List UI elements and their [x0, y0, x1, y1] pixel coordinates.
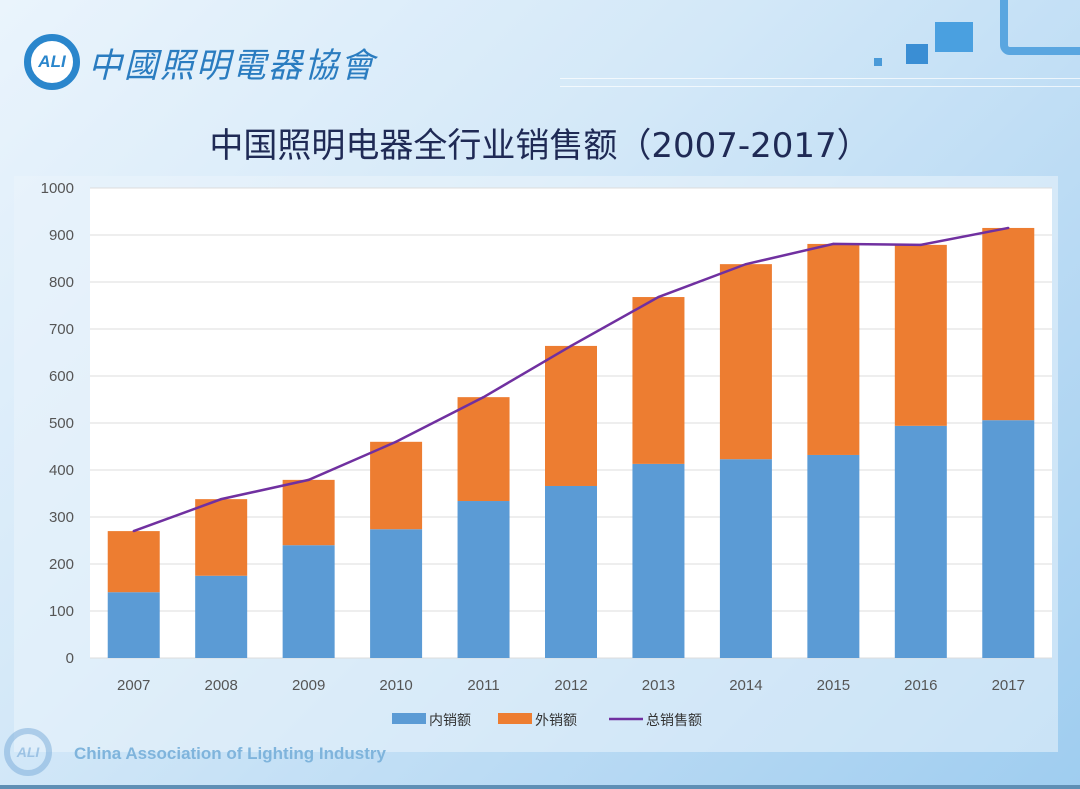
x-tick-label: 2010 — [379, 677, 412, 694]
x-tick-label: 2009 — [292, 677, 325, 694]
footer-logo-mark: ALI — [4, 728, 52, 776]
line-point-2015 — [832, 242, 835, 246]
x-tick-label: 2014 — [729, 677, 762, 694]
line-point-2014 — [744, 262, 748, 266]
legend-label: 内销额 — [429, 712, 471, 728]
legend-swatch-1 — [498, 713, 532, 724]
bar-export-2012 — [545, 345, 597, 486]
legend-swatch-0 — [392, 713, 426, 724]
x-tick-label: 2016 — [904, 677, 937, 694]
bar-export-2016 — [894, 244, 947, 426]
line-point-2013 — [657, 295, 660, 299]
footer-text: China Association of Lighting Industry — [74, 744, 386, 763]
x-tick-label: 2008 — [204, 677, 237, 694]
bar-domestic-2014 — [719, 459, 772, 658]
x-tick-label: 2013 — [642, 677, 675, 694]
bar-export-2013 — [632, 297, 685, 464]
logo-text: 中國照明電器協會 — [88, 45, 376, 86]
cali-logo: ALI 中國照明電器協會 — [24, 34, 376, 90]
line-point-2008 — [219, 497, 223, 501]
decor-square — [874, 58, 882, 66]
y-tick-label: 500 — [49, 415, 74, 432]
bar-export-2009 — [282, 479, 335, 546]
legend-label: 外销额 — [535, 712, 577, 728]
bar-export-2008 — [195, 499, 248, 576]
decor-square — [906, 44, 928, 64]
bar-domestic-2015 — [807, 454, 860, 658]
line-point-2010 — [394, 440, 398, 443]
line-point-2009 — [307, 478, 310, 482]
bar-export-2011 — [457, 397, 510, 502]
bar-domestic-2007 — [107, 592, 160, 658]
x-tick-label: 2012 — [554, 677, 587, 694]
y-tick-label: 900 — [49, 227, 74, 244]
x-tick-label: 2017 — [992, 677, 1025, 694]
line-point-2016 — [919, 243, 923, 247]
line-point-2017 — [1007, 226, 1010, 230]
bar-export-2015 — [807, 243, 860, 455]
y-tick-label: 200 — [49, 556, 74, 573]
bar-domestic-2012 — [545, 485, 597, 658]
x-tick-label: 2011 — [467, 677, 499, 694]
y-tick-label: 600 — [49, 368, 74, 385]
x-tick-label: 2015 — [817, 677, 850, 694]
y-tick-label: 1000 — [41, 180, 74, 197]
line-point-2011 — [482, 395, 485, 399]
logo-mark: ALI — [24, 34, 80, 90]
bar-export-2010 — [370, 441, 423, 530]
line-point-2012 — [569, 344, 573, 348]
bar-export-2007 — [107, 531, 160, 593]
y-tick-label: 400 — [49, 462, 74, 479]
bar-export-2017 — [982, 227, 1035, 421]
bar-domestic-2009 — [282, 545, 335, 658]
bar-domestic-2016 — [894, 425, 947, 658]
y-tick-label: 800 — [49, 274, 74, 291]
bar-domestic-2010 — [370, 529, 423, 658]
bar-domestic-2011 — [457, 501, 510, 658]
line-point-2007 — [132, 529, 135, 533]
y-tick-label: 300 — [49, 509, 74, 526]
decor-square — [935, 22, 973, 52]
bar-domestic-2017 — [982, 420, 1035, 658]
x-tick-label: 2007 — [117, 677, 150, 694]
decor-frame — [1000, 0, 1080, 55]
y-tick-label: 700 — [49, 321, 74, 338]
y-tick-label: 0 — [66, 650, 74, 667]
bar-domestic-2013 — [632, 463, 685, 658]
bar-export-2014 — [719, 264, 772, 460]
y-tick-label: 100 — [49, 603, 74, 620]
chart-title: 中国照明电器全行业销售额（2007-2017） — [209, 126, 871, 166]
bar-domestic-2008 — [195, 575, 248, 658]
bottom-bar — [0, 785, 1080, 789]
legend-label: 总销售额 — [646, 712, 702, 728]
